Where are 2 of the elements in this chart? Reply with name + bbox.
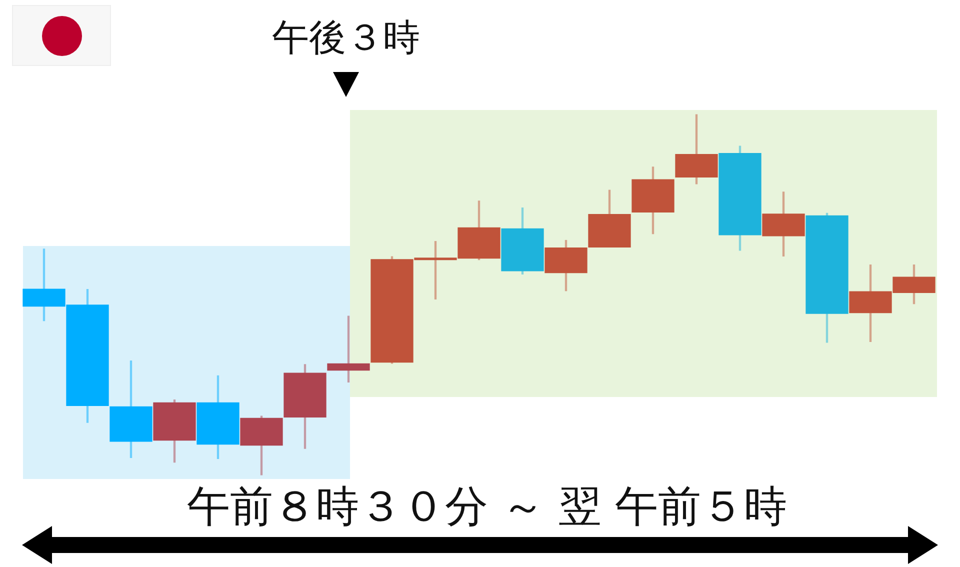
text: 午後３時 [272, 16, 420, 59]
text: 午前８時３０分 ～ 翌 午前５時 [186, 482, 788, 532]
